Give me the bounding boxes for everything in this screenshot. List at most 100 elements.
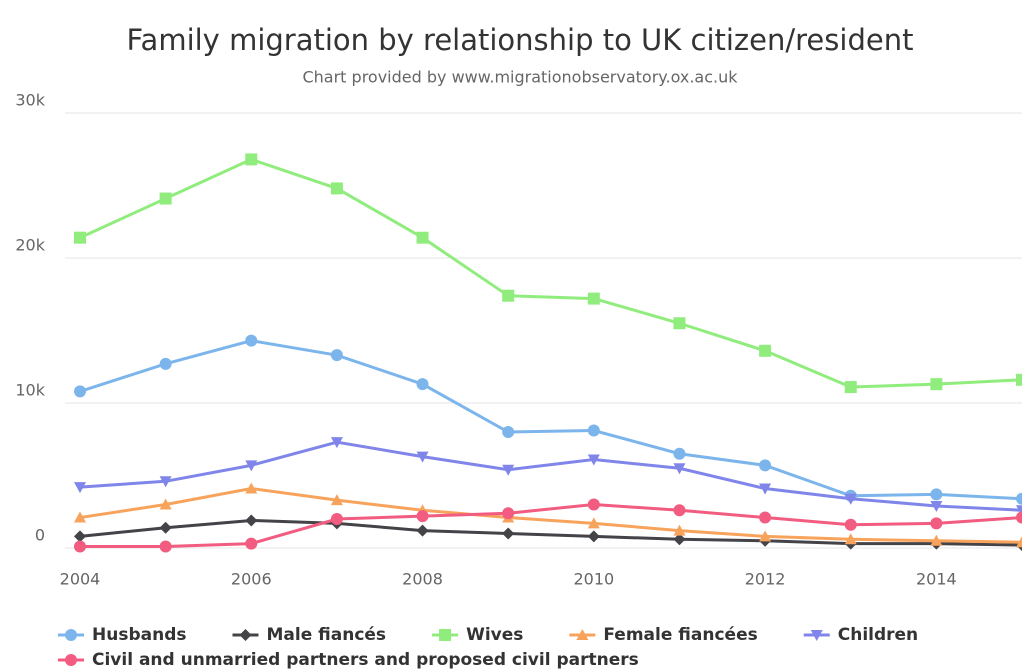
marker (502, 464, 515, 476)
marker (930, 517, 943, 530)
x-tick-label: 2014 (916, 570, 957, 589)
marker (759, 483, 772, 495)
marker (502, 289, 515, 302)
marker (673, 463, 686, 475)
series (74, 334, 1022, 505)
marker (1016, 511, 1022, 524)
marker (759, 344, 772, 357)
marker (502, 507, 515, 520)
marker (330, 494, 343, 506)
marker (159, 540, 172, 553)
marker (673, 317, 686, 330)
legend-label: Wives (466, 625, 523, 645)
marker (330, 513, 343, 525)
y-tick-label: 0 (35, 526, 45, 545)
series (74, 437, 1022, 517)
marker (502, 426, 515, 438)
y-tick-label: 30k (15, 91, 45, 110)
x-tick-label: 2010 (573, 570, 614, 589)
marker (673, 533, 686, 546)
y-tick-label: 20k (15, 236, 45, 255)
series-line (79, 487, 1022, 544)
marker (159, 357, 172, 370)
legend-marker (439, 629, 452, 641)
legend-item: Male fiancés (232, 625, 386, 645)
marker (1016, 536, 1022, 548)
marker (673, 504, 686, 517)
marker (416, 378, 429, 391)
marker (930, 488, 943, 501)
marker (245, 460, 258, 472)
legend-label: Husbands (92, 625, 186, 645)
marker (930, 500, 943, 512)
series-line (79, 157, 1022, 389)
marker (245, 334, 258, 347)
marker (587, 498, 600, 511)
marker (844, 533, 857, 545)
marker (245, 514, 258, 527)
legend-label: Civil and unmarried partners and propose… (92, 650, 639, 670)
legend-label: Children (838, 625, 918, 645)
x-tick-label: 2008 (402, 570, 443, 589)
marker (416, 451, 429, 463)
marker (1016, 492, 1022, 505)
marker (587, 517, 600, 529)
legend-marker (65, 629, 77, 641)
marker (74, 511, 86, 523)
legend-label: Male fiancés (266, 625, 386, 645)
legend-marker (576, 629, 589, 640)
marker (330, 437, 343, 449)
series (74, 153, 1022, 394)
marker (416, 510, 429, 523)
marker (587, 424, 600, 437)
marker (330, 349, 343, 362)
marker (587, 530, 600, 543)
marker (74, 482, 86, 494)
legend-item: Husbands (58, 625, 186, 645)
marker (74, 231, 86, 244)
marker (74, 385, 86, 398)
chart-subtitle: Chart provided by www.migrationobservato… (302, 68, 738, 87)
marker (159, 476, 172, 488)
marker (245, 153, 258, 166)
legend-item: Female fiancées (569, 625, 758, 645)
series-line (80, 502, 1022, 549)
marker (844, 381, 857, 394)
marker (1016, 373, 1022, 386)
series (74, 498, 1022, 553)
legend-item: Civil and unmarried partners and propose… (58, 650, 639, 670)
series (74, 482, 1022, 548)
legend-item: Wives (432, 625, 523, 645)
marker (930, 534, 943, 546)
marker (759, 530, 772, 542)
legend-item: Children (803, 625, 918, 645)
legend-marker (810, 630, 823, 641)
series-line (79, 518, 1022, 547)
series-line (79, 440, 1022, 512)
marker (673, 447, 686, 460)
legend-marker (65, 654, 77, 666)
marker (330, 182, 343, 195)
marker (416, 524, 429, 537)
series-line (79, 339, 1022, 501)
marker (502, 527, 515, 540)
marker (587, 292, 600, 305)
x-tick-label: 2004 (60, 570, 101, 589)
marker (159, 521, 172, 534)
marker (759, 459, 772, 472)
legend-marker (239, 629, 252, 641)
x-tick-label: 2012 (745, 570, 786, 589)
marker (587, 454, 600, 466)
marker (74, 530, 86, 543)
marker (159, 498, 172, 510)
marker (759, 511, 772, 524)
marker (930, 378, 943, 391)
chart-title: Family migration by relationship to UK c… (127, 23, 914, 57)
marker (74, 540, 86, 553)
marker (844, 518, 857, 531)
legend-label: Female fiancées (603, 625, 757, 645)
marker (159, 192, 172, 205)
marker (245, 482, 258, 494)
x-tick-label: 2006 (231, 570, 272, 589)
